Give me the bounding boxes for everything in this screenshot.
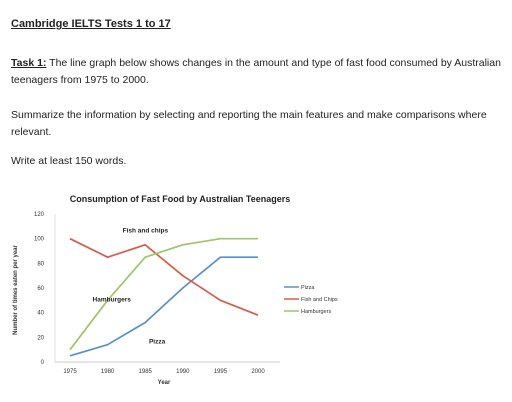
y-axis-label: Number of times eaten per year [13,244,19,334]
annotation-label: Hamburgers [93,297,132,304]
y-tick-label: 20 [37,335,44,341]
x-tick-label: 1980 [101,369,115,375]
y-tick-label: 100 [34,237,45,243]
task-prompt-text: The line graph below shows changes in th… [11,57,501,86]
series-line-pizza [69,256,258,357]
legend-label-pizza: Pizza [301,285,315,291]
y-tick-label: 80 [37,261,44,267]
legend-label-hamburgers: Hamburgers [301,309,332,315]
x-tick-label: 1995 [214,369,228,375]
series-lines [69,237,259,357]
x-tick-label: 1975 [63,369,77,375]
task-label: Task 1: [11,57,47,69]
task-instruction: Summarize the information by selecting a… [11,109,487,138]
y-tick-label: 60 [37,286,44,292]
y-tick-label: 0 [41,360,45,366]
x-tick-label: 1990 [176,369,190,375]
y-tick-labels: 0 20 40 60 80 100 120 [34,212,45,366]
annotation-label: Fish and chips [123,228,169,235]
task-prompt: Task 1: The line graph below shows chang… [11,55,506,89]
x-axis-label: Year [158,380,171,386]
series-line-fish-and-chips [69,237,259,316]
annotation-label: Pizza [149,339,166,346]
x-tick-label: 2000 [251,369,265,375]
annotations: Fish and chips Hamburgers Pizza [93,228,169,346]
chart-title: Consumption of Fast Food by Australian T… [70,194,291,204]
legend-label-fish-and-chips: Fish and Chips [301,297,338,303]
x-tick-label: 1985 [139,369,153,375]
y-tick-label: 120 [34,212,45,218]
x-tick-labels: 1975 1980 1985 1990 1995 2000 [63,369,265,375]
word-limit: Write at least 150 words. [11,155,127,167]
y-tick-label: 40 [37,311,44,317]
legend: Pizza Fish and Chips Hamburgers [284,285,338,315]
page-heading: Cambridge IELTS Tests 1 to 17 [11,18,171,30]
series-line-hamburgers [69,237,258,351]
